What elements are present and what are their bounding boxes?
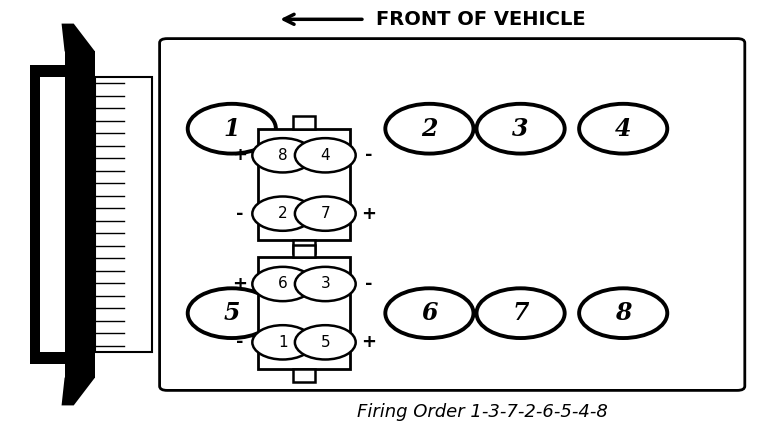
Text: 1: 1 [223, 117, 240, 141]
Text: +: + [232, 146, 247, 164]
Text: 3: 3 [512, 117, 529, 141]
Text: -: - [365, 275, 372, 293]
Bar [293, 369, 315, 382]
Circle shape [385, 104, 473, 154]
Circle shape [579, 104, 667, 154]
Polygon shape [62, 378, 95, 405]
Circle shape [188, 288, 276, 338]
Circle shape [252, 196, 313, 231]
Bar [293, 245, 315, 257]
Text: 4: 4 [321, 148, 330, 163]
Text: 5: 5 [223, 301, 240, 325]
Circle shape [295, 138, 356, 172]
Circle shape [252, 267, 313, 301]
Text: +: + [361, 205, 376, 223]
Bar [258, 129, 350, 240]
Circle shape [477, 288, 565, 338]
Text: FRONT OF VEHICLE: FRONT OF VEHICLE [376, 10, 586, 29]
Bar [30, 65, 95, 77]
Text: 8: 8 [278, 148, 287, 163]
Text: 4: 4 [615, 117, 632, 141]
Text: 6: 6 [278, 277, 287, 291]
Text: -: - [365, 146, 372, 164]
Circle shape [295, 267, 356, 301]
Text: 3: 3 [321, 277, 330, 291]
Bar [65, 51, 95, 378]
Text: 1: 1 [278, 335, 287, 350]
Bar [30, 352, 95, 364]
Text: 8: 8 [615, 301, 632, 325]
Circle shape [579, 288, 667, 338]
Bar [95, 77, 152, 352]
Text: +: + [361, 333, 376, 351]
Text: -: - [236, 333, 243, 351]
Polygon shape [62, 24, 95, 51]
Bar [258, 257, 350, 369]
Circle shape [477, 104, 565, 154]
Circle shape [295, 325, 356, 360]
Text: +: + [232, 275, 247, 293]
Circle shape [295, 196, 356, 231]
Text: 6: 6 [421, 301, 438, 325]
Text: Firing Order 1-3-7-2-6-5-4-8: Firing Order 1-3-7-2-6-5-4-8 [357, 403, 608, 421]
Text: -: - [236, 205, 243, 223]
Circle shape [385, 288, 473, 338]
Text: 7: 7 [512, 301, 529, 325]
Text: 2: 2 [278, 206, 287, 221]
Circle shape [252, 325, 313, 360]
Circle shape [188, 104, 276, 154]
Bar [293, 116, 315, 129]
Circle shape [252, 138, 313, 172]
Bar [293, 240, 315, 253]
Text: 7: 7 [321, 206, 330, 221]
FancyBboxPatch shape [160, 39, 745, 390]
Bar [30, 77, 40, 352]
Text: 5: 5 [321, 335, 330, 350]
Text: 2: 2 [421, 117, 438, 141]
